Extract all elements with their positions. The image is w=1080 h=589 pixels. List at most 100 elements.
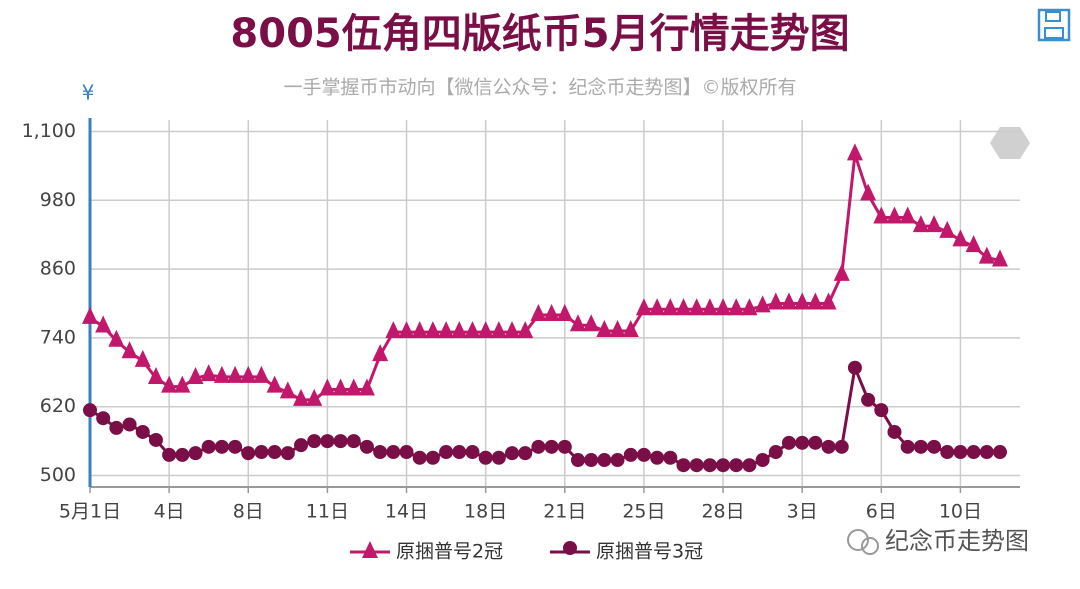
series (83, 360, 1007, 473)
data-point (662, 298, 679, 316)
data-point (899, 206, 916, 224)
data-point (913, 439, 928, 454)
x-tick-label: 4日 (154, 501, 185, 523)
save-icon-frame (1037, 8, 1071, 42)
data-point (439, 445, 454, 460)
data-point (979, 445, 994, 460)
data-point (531, 439, 546, 454)
data-point (122, 417, 137, 432)
data-point (689, 458, 704, 473)
data-point (517, 321, 534, 339)
series (82, 143, 1008, 406)
data-point (569, 314, 586, 332)
data-point (583, 314, 600, 332)
data-point (280, 446, 295, 461)
data-point (451, 321, 468, 339)
data-point (543, 303, 560, 321)
data-point (701, 298, 718, 316)
data-point (609, 320, 626, 338)
data-point (741, 298, 758, 316)
data-point (385, 321, 402, 339)
data-point (584, 453, 599, 468)
data-point (306, 388, 323, 406)
data-point (425, 450, 440, 465)
data-point (544, 439, 559, 454)
data-point (227, 365, 244, 383)
data-point (108, 329, 125, 347)
data-point (781, 435, 796, 450)
legend-marker (362, 541, 378, 558)
x-tick-label: 28日 (701, 501, 744, 523)
series-line (89, 153, 1001, 402)
data-point (332, 378, 349, 396)
data-point (359, 439, 374, 454)
x-tick-label: 5月1日 (59, 501, 121, 523)
data-point (926, 215, 943, 233)
data-point (134, 349, 151, 367)
reset-icon[interactable] (990, 127, 1030, 159)
data-point (978, 246, 995, 264)
data-point (505, 446, 520, 461)
data-point (610, 453, 625, 468)
data-point (319, 378, 336, 396)
data-point (649, 298, 666, 316)
x-tick-label: 6日 (866, 501, 897, 523)
data-point (386, 445, 401, 460)
data-point (320, 434, 335, 449)
data-point (940, 445, 955, 460)
data-point (358, 378, 375, 396)
y-tick-label: 1,100 (22, 120, 76, 142)
data-point (556, 303, 573, 321)
data-point (161, 375, 178, 393)
data-point (240, 365, 257, 383)
data-point (293, 388, 310, 406)
data-point (992, 249, 1008, 267)
data-point (767, 292, 784, 310)
save-icon-label (1044, 27, 1064, 39)
data-point (860, 183, 877, 201)
watermark-icon (861, 537, 879, 555)
data-point (596, 320, 613, 338)
watermark-text: 纪念币走势图 (885, 527, 1029, 555)
data-point (411, 321, 428, 339)
data-point (808, 435, 823, 450)
data-point (597, 453, 612, 468)
data-point (900, 439, 915, 454)
data-point (833, 263, 850, 281)
data-point (254, 445, 269, 460)
data-point (952, 229, 969, 247)
x-tick-label: 25日 (622, 501, 665, 523)
data-point (636, 447, 651, 462)
data-point (200, 364, 217, 382)
x-tick-label: 3日 (787, 501, 818, 523)
data-point (82, 306, 98, 324)
data-point (188, 446, 203, 461)
data-point (412, 450, 427, 465)
data-point (241, 446, 256, 461)
y-tick-label: 740 (40, 326, 76, 348)
data-point (755, 453, 770, 468)
data-point (175, 447, 190, 462)
data-point (477, 321, 494, 339)
data-point (307, 434, 322, 449)
x-tick-label: 11日 (306, 501, 349, 523)
y-tick-label: 860 (40, 258, 76, 280)
y-tick-label: 500 (40, 464, 76, 486)
data-point (965, 235, 982, 253)
data-point (464, 321, 481, 339)
data-point (147, 367, 164, 385)
save-icon[interactable] (1037, 8, 1071, 42)
data-point (795, 435, 810, 450)
data-point (780, 292, 797, 310)
data-point (675, 298, 692, 316)
data-point (121, 341, 138, 359)
data-point (267, 445, 282, 460)
data-point (530, 303, 547, 321)
data-point (372, 344, 389, 362)
data-point (820, 292, 837, 310)
data-point (279, 381, 296, 399)
data-point (346, 434, 361, 449)
data-point (728, 298, 745, 316)
data-point (438, 321, 455, 339)
data-point (939, 220, 956, 238)
